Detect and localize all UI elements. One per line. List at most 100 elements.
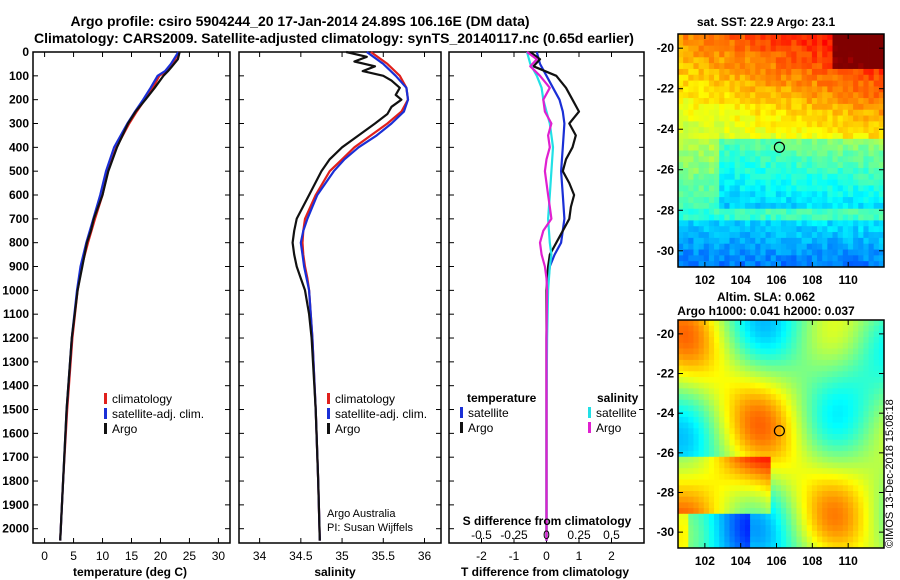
map-cell [837, 115, 844, 122]
map-cell [858, 74, 864, 82]
map-cell [863, 399, 869, 406]
map-cell [853, 502, 859, 509]
map-cell [755, 63, 761, 70]
map-cell [878, 416, 885, 423]
map-cell [842, 214, 849, 221]
map-cell [878, 411, 885, 418]
map-cell [832, 342, 839, 349]
map-cell [755, 249, 761, 256]
map-cell [827, 80, 833, 87]
map-cell [822, 530, 828, 537]
map-cell [688, 365, 694, 372]
map-cell [760, 214, 766, 221]
map-cell [765, 320, 772, 327]
map-cell [729, 68, 736, 76]
map-cell [847, 394, 854, 401]
map-cell [678, 86, 684, 93]
map-cell [683, 45, 689, 52]
map-cell [796, 337, 802, 344]
map-cell [868, 508, 875, 515]
map-cell [868, 179, 875, 186]
map-cell [832, 144, 839, 151]
map-cell [786, 63, 792, 70]
map-cell [693, 331, 699, 338]
map-cell [817, 150, 823, 157]
map-cell [724, 394, 730, 401]
map-cell [683, 388, 689, 395]
map-cell [755, 451, 761, 458]
map-cell [811, 451, 818, 458]
map-cell [724, 405, 730, 412]
map-cell [827, 115, 833, 122]
map-cell [683, 173, 689, 181]
map-cell [708, 405, 715, 412]
map-cell [734, 348, 741, 355]
map-cell [755, 51, 761, 58]
map-cell [817, 508, 823, 515]
map-cell [678, 226, 684, 233]
map-cell [842, 331, 849, 338]
map-cell [801, 422, 808, 429]
map-cell [678, 261, 684, 268]
map-cell [822, 191, 828, 198]
map-cell [734, 138, 741, 146]
map-cell [806, 456, 813, 463]
map-cell [786, 103, 792, 111]
map-cell [873, 359, 880, 366]
map-cell [873, 150, 880, 157]
map-cell [801, 456, 808, 463]
map-cell [868, 63, 875, 70]
map-cell [729, 371, 736, 378]
map-cell [760, 80, 766, 87]
map-cell [678, 428, 684, 435]
map-cell [781, 133, 787, 140]
map-cell [703, 63, 710, 70]
map-cell [781, 249, 787, 256]
map-cell [786, 530, 792, 537]
map-cell [791, 519, 797, 526]
map-cell [714, 388, 720, 395]
map-cell [760, 525, 766, 532]
map-cell [827, 86, 833, 93]
map-cell [688, 530, 694, 537]
map-cell [786, 57, 792, 64]
map-cell [729, 197, 736, 204]
map-cell [688, 109, 694, 116]
map-cell [873, 371, 880, 378]
map-cell [858, 173, 864, 181]
map-cell [750, 416, 756, 423]
map-cell [714, 348, 720, 355]
map-cell [801, 86, 808, 93]
map-cell [858, 416, 864, 423]
map-cell [744, 502, 751, 509]
map-cell [734, 208, 741, 215]
map-cell [796, 144, 802, 151]
map-cell [858, 519, 864, 526]
map-cell [724, 456, 730, 463]
map-cell [801, 133, 808, 140]
map-cell [719, 377, 725, 384]
map-cell [729, 513, 736, 520]
header-line2: Climatology: CARS2009. Satellite-adjuste… [34, 30, 634, 46]
map-cell [760, 439, 766, 446]
s-difference-ticks: -0.5 -0.25 0 0.25 0.5 [471, 528, 620, 542]
map-cell [719, 422, 725, 429]
map-cell [750, 86, 756, 93]
series-argo [291, 50, 403, 541]
map-cell [755, 513, 761, 520]
map-cell [719, 45, 725, 52]
map-cell [853, 337, 859, 344]
map-cell [868, 185, 875, 192]
map-cell [729, 388, 736, 395]
map-cell [796, 348, 802, 355]
map-cell [781, 220, 787, 227]
map-cell [724, 530, 730, 537]
map-cell [678, 422, 684, 429]
map-cell [842, 232, 849, 239]
map-cell [791, 226, 797, 233]
map-cell [729, 214, 736, 221]
map-cell [703, 243, 710, 250]
map-cell [858, 249, 864, 256]
map-cell [781, 191, 787, 198]
